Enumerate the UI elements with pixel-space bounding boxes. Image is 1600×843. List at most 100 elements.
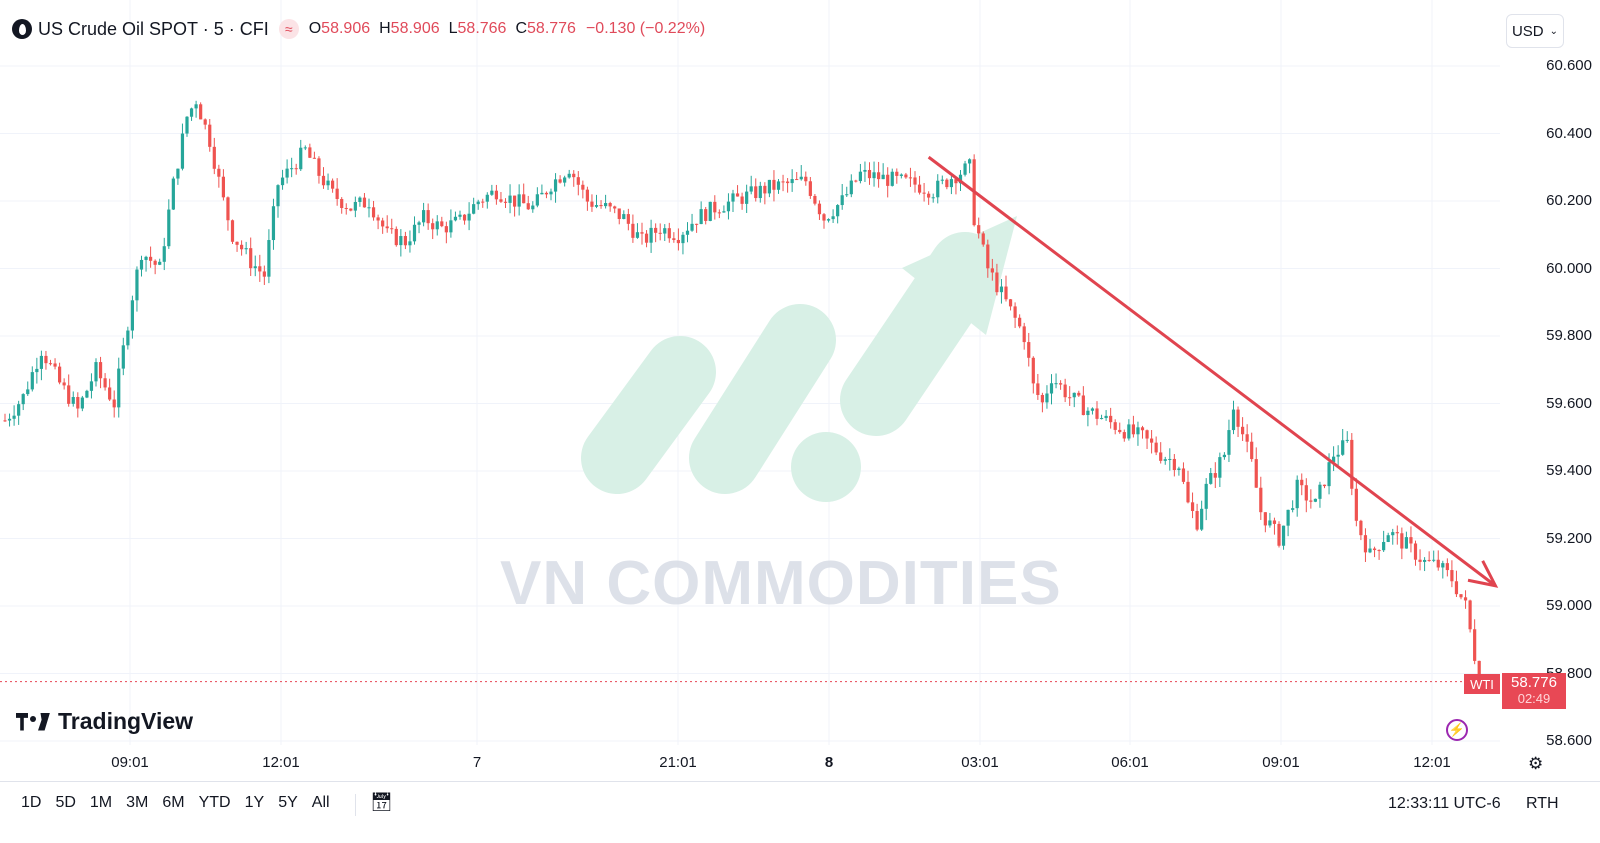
lightning-icon[interactable]: ⚡ (1446, 719, 1468, 741)
candle-body (235, 241, 239, 245)
candle-body (230, 220, 235, 242)
wave-icon[interactable]: ≈ (278, 19, 299, 39)
candle-body (299, 147, 303, 170)
candle-body (1163, 459, 1167, 461)
gear-icon[interactable]: ⚙ (1528, 754, 1544, 773)
candle-body (98, 362, 103, 379)
candle-body (1159, 452, 1163, 461)
candle-body (722, 211, 726, 213)
candle-body (294, 168, 298, 170)
candle-body (1068, 397, 1072, 399)
candle-body (1190, 502, 1195, 512)
candle-body (1086, 410, 1090, 416)
candle-body (745, 191, 749, 204)
candle-body (1291, 508, 1295, 510)
candle-body (408, 241, 412, 246)
time-tick-label: 09:01 (111, 754, 149, 771)
candle-body (399, 236, 403, 246)
candle-body (1336, 454, 1340, 457)
tradingview-mark-icon (16, 712, 50, 731)
candle-body (877, 172, 881, 180)
candle-body (635, 232, 640, 238)
candle-body (804, 176, 808, 182)
candle-body (1099, 418, 1104, 420)
candle-body (199, 104, 203, 120)
candle-body (290, 168, 294, 170)
candle-body (854, 180, 858, 182)
candle-body (1436, 559, 1440, 568)
candle-body (1054, 383, 1058, 385)
candle-body (1400, 533, 1404, 549)
bottom-toolbar: 1D 5D 1M 3M 6M YTD 1Y 5Y All 📅︎ 12:33:11 UTC-6 R… (0, 781, 1600, 826)
candle-body (158, 261, 162, 265)
candle-body (403, 236, 407, 246)
candle-body (1245, 434, 1249, 442)
candle-body (1200, 508, 1204, 530)
crude-oil-drop-icon (12, 19, 32, 39)
candle-body (968, 159, 972, 164)
candle-body (822, 214, 826, 221)
candle-body (417, 222, 421, 225)
candle-body (1095, 408, 1099, 419)
tradingview-logo[interactable]: TradingView (16, 708, 193, 735)
range-button-1m[interactable]: 1M (89, 794, 113, 811)
range-button-ytd[interactable]: YTD (198, 794, 231, 811)
range-button-5d[interactable]: 5D (55, 794, 76, 811)
price-tick-label: 59.400 (1546, 462, 1592, 479)
candle-body (1263, 512, 1267, 526)
candle-body (1008, 299, 1013, 307)
candle-body (485, 194, 489, 202)
candle-body (1036, 383, 1040, 395)
candle-body (1154, 442, 1158, 453)
candle-body (749, 186, 753, 192)
candle-body (367, 207, 371, 209)
close-key: C (515, 20, 528, 37)
candle-body (130, 300, 134, 331)
candle-body (112, 399, 116, 408)
candle-body (1477, 660, 1481, 682)
candle-body (503, 201, 508, 203)
watermark-stroke-1 (581, 336, 716, 494)
candle-body (640, 232, 644, 234)
range-button-6m[interactable]: 6M (162, 794, 185, 811)
range-button-1y[interactable]: 1Y (244, 794, 265, 811)
candle-body (799, 176, 803, 180)
candle-body (808, 181, 812, 196)
candle-body (1049, 383, 1054, 394)
candle-body (531, 205, 535, 210)
candle-body (1277, 523, 1281, 546)
candle-body (713, 201, 717, 213)
candle-body (303, 147, 307, 149)
candle-body (1063, 384, 1067, 398)
price-tick-label: 59.200 (1546, 529, 1592, 547)
session-clock[interactable]: 12:33:11 UTC-6 (1388, 795, 1501, 812)
session-toggle[interactable]: RTH (1526, 795, 1559, 812)
candle-body (321, 175, 326, 186)
candle-body (590, 201, 594, 207)
range-button-3m[interactable]: 3M (126, 794, 149, 811)
candle-body (726, 201, 731, 212)
candle-body (1122, 432, 1126, 439)
range-button-1d[interactable]: 1D (21, 794, 42, 811)
watermark-stroke-2 (689, 304, 836, 494)
range-button-all[interactable]: All (311, 794, 330, 811)
candle-body (1195, 511, 1199, 530)
candle-body (958, 174, 963, 184)
candle-body (1404, 537, 1408, 549)
candle-body (613, 206, 617, 209)
candle-body (904, 174, 908, 178)
symbol-title[interactable]: US Crude Oil SPOT · 5 · CFI (38, 18, 269, 39)
candle-body (763, 185, 767, 194)
watermark-text: VN COMMODITIES (500, 549, 1062, 618)
candle-body (1140, 427, 1145, 431)
calendar-icon[interactable]: 📅︎ (370, 792, 393, 812)
symbol-header[interactable]: US Crude Oil SPOT · 5 · CFI ≈ O58.906 H5… (12, 16, 705, 42)
candle-body (449, 220, 453, 233)
candle-body (522, 194, 526, 204)
candle-body (89, 381, 94, 391)
candle-body (790, 179, 794, 184)
currency-select[interactable]: USD ⌄ (1506, 14, 1564, 48)
range-button-5y[interactable]: 5Y (278, 794, 298, 811)
candle-body (258, 266, 262, 272)
